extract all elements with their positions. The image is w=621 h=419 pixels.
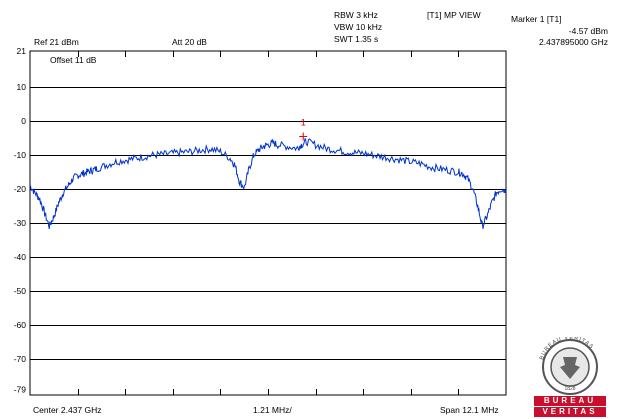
offset-label: Offset 11 dB [50, 55, 97, 65]
y-tick-label: -40 [14, 252, 27, 262]
y-tick-label: -10 [14, 150, 27, 160]
y-tick-labels: 21 10 0 -10 -20 -30 -40 -50 -60 -70 -79 [14, 46, 27, 395]
attenuation: Att 20 dB [172, 37, 207, 47]
seal-emblem-icon [560, 357, 580, 379]
y-tick-label: -30 [14, 218, 27, 228]
rbw-setting: RBW 3 kHz [334, 10, 378, 20]
y-tick-label: -20 [14, 184, 27, 194]
frequency-per-division: 1.21 MHz/ [253, 405, 292, 415]
marker-frequency: 2.437895000 GHz [539, 37, 608, 47]
logo-word-bureau: BUREAU [534, 396, 606, 406]
y-tick-label: -50 [14, 286, 27, 296]
bureau-veritas-logo: BUREAU VERITAS 1828 [539, 337, 598, 395]
trace-group [29, 138, 507, 230]
y-tick-label: -60 [14, 320, 27, 330]
seal-year: 1828 [564, 386, 575, 392]
trace-line [29, 138, 507, 230]
y-tick-label: -79 [14, 385, 27, 395]
swt-setting: SWT 1.35 s [334, 34, 379, 44]
y-tick-label: -70 [14, 354, 27, 364]
y-tick-label: 10 [17, 82, 27, 92]
vbw-setting: VBW 10 kHz [334, 22, 383, 32]
reference-level: Ref 21 dBm [34, 37, 79, 47]
view-mode: [T1] MP VIEW [427, 10, 481, 20]
span-label: Span 12.1 MHz [440, 405, 499, 415]
marker-level: -4.57 dBm [568, 26, 608, 36]
marker-label: 1 [301, 118, 306, 128]
y-tick-label: 0 [21, 116, 26, 126]
center-frequency: Center 2.437 GHz [33, 405, 102, 415]
plot-grid [29, 50, 507, 396]
marker-group: 1 [299, 118, 308, 141]
marker-title: Marker 1 [T1] [511, 14, 562, 24]
logo-word-veritas: VERITAS [534, 407, 606, 417]
y-tick-label: 21 [17, 46, 27, 56]
